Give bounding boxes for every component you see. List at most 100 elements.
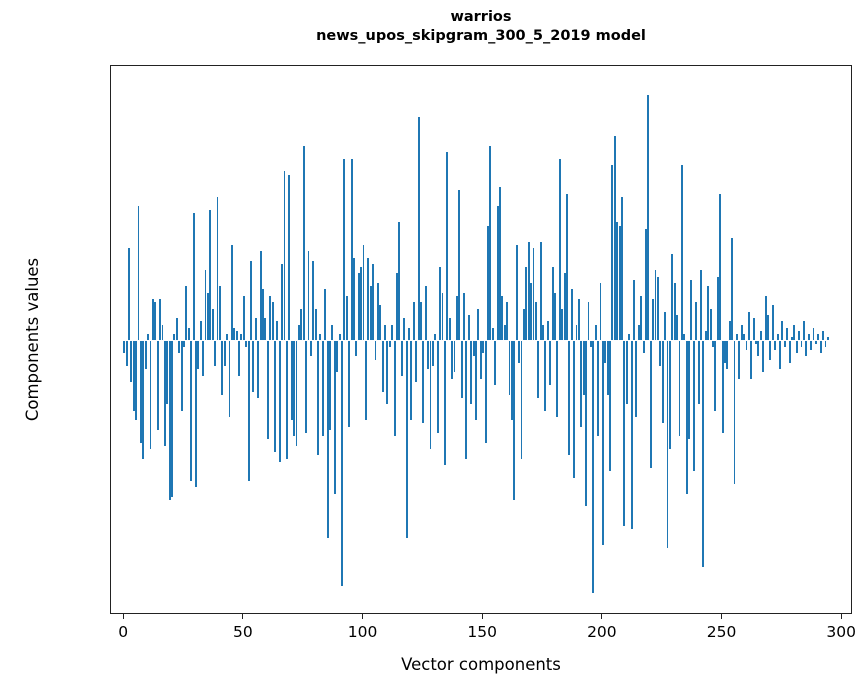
bar	[771, 305, 774, 341]
bar	[546, 321, 549, 341]
bar	[424, 286, 427, 341]
bar	[300, 308, 303, 341]
bar	[712, 340, 714, 347]
bar	[640, 295, 643, 341]
bar	[697, 340, 700, 405]
bar	[434, 334, 437, 341]
bar	[183, 340, 185, 347]
bar	[764, 295, 767, 341]
bar	[343, 158, 346, 341]
bar	[470, 340, 473, 405]
x-tick-line	[840, 614, 842, 619]
bar	[735, 334, 738, 341]
bar	[163, 340, 166, 446]
bar	[417, 117, 420, 341]
bar	[537, 340, 540, 398]
bar	[549, 340, 552, 386]
bar	[127, 247, 130, 341]
bar	[448, 318, 451, 341]
bar	[465, 340, 468, 459]
bar	[309, 340, 312, 357]
bar	[647, 94, 650, 341]
bar	[554, 292, 556, 341]
bar	[135, 340, 138, 421]
x-tick-line	[720, 614, 723, 619]
bar	[793, 324, 796, 341]
bar	[202, 340, 205, 376]
bar	[415, 340, 418, 382]
bar	[209, 209, 212, 341]
bar	[726, 340, 729, 370]
bar	[345, 295, 348, 341]
bar	[613, 136, 616, 341]
bar	[589, 340, 592, 347]
bar	[460, 340, 463, 398]
x-axis-label: Vector components	[401, 655, 561, 674]
bar	[740, 324, 743, 341]
bar	[525, 267, 528, 341]
bar	[350, 158, 353, 341]
bar	[733, 340, 736, 485]
bar	[379, 305, 382, 341]
bar	[360, 267, 363, 341]
bar	[776, 334, 779, 341]
bar	[539, 241, 542, 341]
bar	[515, 244, 518, 341]
bar	[688, 340, 690, 440]
bar	[592, 340, 595, 593]
bar	[475, 340, 477, 421]
bar	[501, 295, 504, 341]
x-tick-line	[122, 614, 124, 619]
x-tick-label: 50	[232, 623, 253, 641]
bar	[427, 340, 430, 370]
bar	[376, 283, 379, 341]
bar	[728, 321, 731, 341]
bar	[206, 292, 209, 341]
bar	[384, 324, 386, 341]
bar	[817, 334, 820, 341]
bar	[530, 283, 533, 341]
bar	[570, 289, 573, 341]
bar	[498, 187, 501, 341]
x-tick-line	[361, 614, 364, 619]
bar	[628, 334, 631, 341]
bar	[568, 340, 571, 456]
bar	[580, 340, 583, 427]
bar	[690, 279, 693, 341]
bar	[290, 340, 293, 421]
bar	[814, 340, 817, 344]
bar	[487, 225, 489, 341]
y-axis-label: Components values	[23, 257, 42, 422]
bar	[800, 340, 803, 347]
bar	[412, 302, 415, 341]
bar	[563, 273, 566, 341]
bar	[582, 340, 585, 395]
bar	[302, 145, 305, 341]
bar	[786, 327, 789, 341]
x-tick-line	[242, 614, 244, 619]
bar	[321, 340, 324, 437]
bar	[142, 340, 145, 459]
bar	[178, 340, 181, 354]
bar	[522, 308, 525, 341]
chart-title: warrios news_upos_skipgram_300_5_2019 mo…	[316, 9, 646, 44]
x-tick-line	[601, 614, 603, 619]
bar	[635, 340, 638, 418]
bar	[489, 145, 492, 341]
bar	[386, 340, 389, 405]
bar	[642, 340, 645, 354]
bar	[264, 318, 267, 341]
bar	[587, 302, 590, 341]
bar	[621, 196, 623, 341]
bar	[738, 340, 741, 379]
bar	[788, 340, 791, 363]
bar	[721, 340, 724, 434]
bar	[783, 340, 786, 347]
bar	[654, 270, 657, 341]
bar	[281, 263, 284, 341]
bar	[551, 267, 554, 341]
bar	[314, 308, 317, 341]
bar	[585, 340, 588, 507]
bar	[348, 340, 351, 427]
bar	[795, 340, 798, 354]
